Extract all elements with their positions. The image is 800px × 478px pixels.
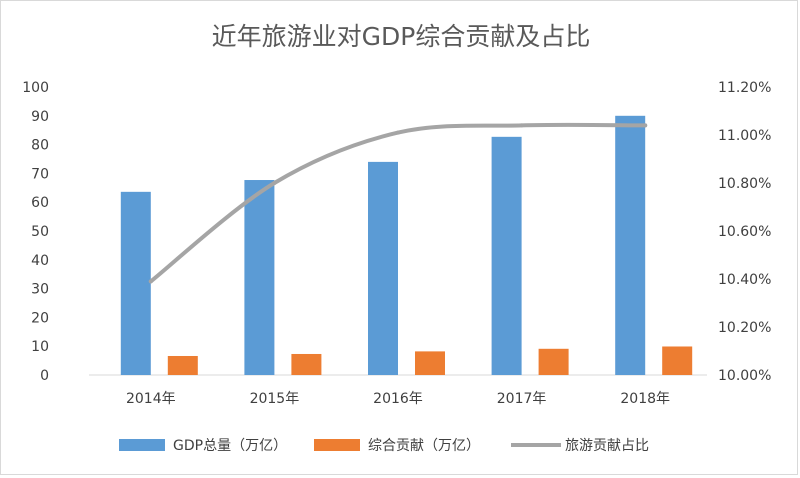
line-series-group (148, 122, 648, 284)
contribution-bar (538, 348, 569, 375)
legend-swatch (119, 439, 165, 451)
right-tick-label: 10.60% (718, 224, 771, 240)
tourism-share-point (643, 123, 648, 128)
gdp-bar (368, 161, 398, 375)
left-tick-label: 90 (31, 109, 49, 125)
right-tick-label: 11.20% (718, 80, 771, 96)
right-tick-label: 10.20% (718, 320, 771, 336)
left-tick-label: 80 (31, 138, 49, 154)
x-axis: 2014年 2015年 2016年 2017年 2018年 (89, 374, 707, 407)
contribution-bar (291, 353, 322, 375)
right-tick-label: 11.00% (718, 128, 771, 144)
legend-label: 旅游贡献占比 (565, 438, 649, 454)
legend-label: 综合贡献（万亿） (368, 438, 480, 454)
contribution-bar (167, 355, 198, 375)
left-tick-label: 60 (31, 195, 49, 211)
left-tick-label: 50 (31, 224, 49, 240)
tourism-share-point (396, 130, 400, 135)
x-tick-label: 2015年 (250, 391, 300, 407)
left-tick-label: 100 (22, 80, 49, 96)
legend-swatch (314, 439, 360, 451)
left-tick-label: 20 (31, 310, 49, 326)
gdp-bar (491, 136, 522, 375)
right-axis: 10.00% 10.20% 10.40% 10.60% 10.80% 11.00% 11.2… (718, 80, 771, 384)
left-tick-label: 0 (40, 368, 49, 384)
gdp-bar (615, 115, 646, 376)
tourism-share-point (148, 279, 153, 284)
legend-label: GDP总量（万亿） (173, 438, 287, 454)
bar-series-group (120, 115, 693, 376)
tourism-share-point (519, 123, 524, 128)
left-tick-label: 10 (31, 339, 49, 355)
x-tick-label: 2014年 (126, 391, 176, 407)
left-tick-label: 70 (31, 166, 49, 182)
x-tick-label: 2018年 (620, 391, 670, 407)
gdp-bar (120, 191, 151, 375)
contribution-bar (662, 346, 693, 375)
x-tick-label: 2017年 (497, 391, 547, 407)
left-axis: 0 10 20 30 40 50 60 70 80 90 100 (22, 80, 49, 384)
chart-title: 近年旅游业对GDP综合贡献及占比 (212, 22, 591, 51)
left-tick-label: 40 (31, 253, 49, 269)
left-tick-label: 30 (31, 282, 49, 298)
tourism-share-point (272, 181, 277, 185)
right-tick-label: 10.80% (718, 176, 771, 192)
contribution-bar (415, 351, 445, 375)
x-tick-label: 2016年 (373, 391, 423, 407)
right-tick-label: 10.00% (718, 368, 771, 384)
legend: GDP总量（万亿） 综合贡献（万亿） 旅游贡献占比 (119, 438, 649, 454)
gdp-bar (244, 180, 275, 375)
right-tick-label: 10.40% (718, 272, 771, 288)
